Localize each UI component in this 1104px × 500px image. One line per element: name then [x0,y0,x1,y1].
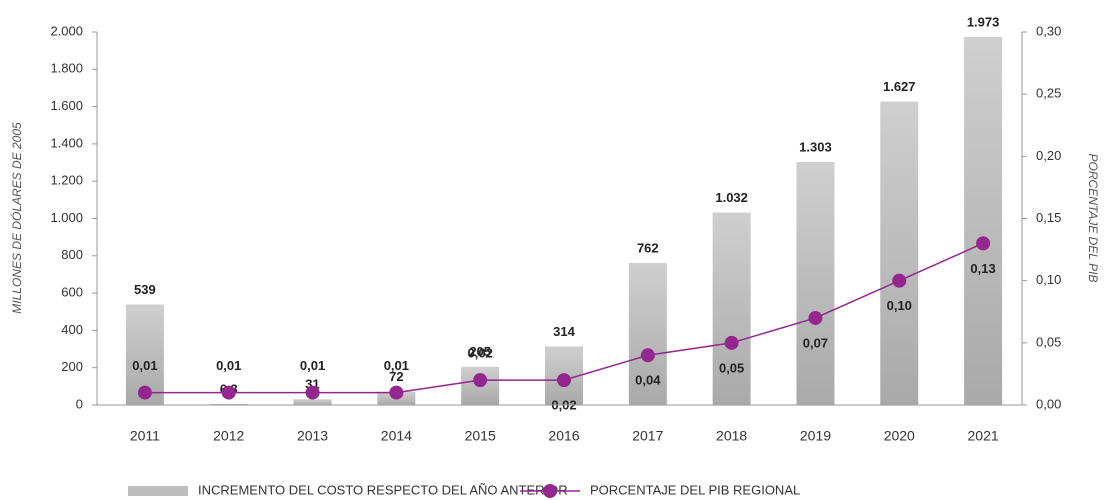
y2-tick-label: 0,30 [1036,23,1061,38]
bar [880,101,919,405]
bar-value-label: 762 [637,240,659,255]
bar [712,212,751,405]
line-value-label: 0,10 [887,298,912,313]
y-tick-label: 1.000 [50,210,83,225]
y2-tick-label: 0,05 [1036,334,1061,349]
x-tick-label: 2017 [632,428,663,444]
y-tick-label: 400 [61,322,83,337]
x-tick-label: 2015 [465,428,496,444]
line-point [389,385,404,400]
line-point [724,335,739,350]
bar-value-label: 1.303 [799,139,832,154]
y-axis-title: MILLONES DE DÓLARES DE 2005 [9,122,24,314]
line-point [976,236,991,251]
bar-value-label: 1.627 [883,79,916,94]
x-tick-label: 2016 [548,428,579,444]
x-tick-label: 2018 [716,428,747,444]
line-value-label: 0,01 [132,358,157,373]
y-tick-label: 0 [76,396,83,411]
line-value-label: 0,01 [216,358,241,373]
legend-swatch [128,486,188,496]
y-tick-label: 1.400 [50,135,83,150]
x-tick-label: 2011 [130,428,160,444]
x-tick-label: 2014 [381,428,412,444]
bar [964,37,1003,406]
y-tick-label: 2.000 [50,23,83,38]
x-tick-label: 2021 [968,428,999,444]
y-tick-label: 800 [61,247,83,262]
x-tick-label: 2012 [213,428,244,444]
y2-tick-label: 0,00 [1036,396,1061,411]
y-tick-label: 1.600 [50,98,83,113]
legend-label: PORCENTAJE DEL PIB REGIONAL [590,482,800,497]
bar-value-label: 314 [553,324,575,339]
y-tick-label: 1.200 [50,173,83,188]
y-tick-label: 200 [61,359,83,374]
line-value-label: 0,04 [635,373,661,388]
line-point [473,373,488,388]
line-point [808,310,823,325]
bar-value-label: 539 [134,282,156,297]
bar-value-label: 1.032 [715,190,748,205]
legend-swatch [543,484,557,498]
line-point [892,273,907,288]
bar-value-label: 1.973 [967,14,1000,29]
line-value-label: 0,05 [719,360,744,375]
bar [293,399,332,405]
line-value-label: 0,07 [803,335,828,350]
bar-value-label: 72 [389,369,403,384]
y2-tick-label: 0,15 [1036,210,1061,225]
line-point [557,373,571,388]
x-tick-label: 2013 [297,428,328,444]
line-value-label: 0,02 [468,346,493,361]
bar [628,262,667,405]
bar [209,403,248,405]
y-tick-label: 600 [61,285,83,300]
line-point [221,385,236,400]
bar-value-label: 205 [469,344,491,359]
y2-tick-label: 0,25 [1036,86,1061,101]
line-point [305,385,320,400]
y2-tick-label: 0,10 [1036,272,1061,287]
x-tick-label: 2020 [884,428,915,444]
line-value-label: 0,01 [300,358,325,373]
legend-label: INCREMENTO DEL COSTO RESPECTO DEL AÑO AN… [198,482,568,497]
line-value-label: 0,13 [970,261,995,276]
y-tick-label: 1.800 [50,61,83,76]
y2-axis-title: PORCENTAJE DEL PIB [1086,154,1100,283]
line-value-label: 0,01 [384,358,409,373]
x-tick-label: 2019 [800,428,831,444]
line-point [137,385,152,400]
y2-tick-label: 0,20 [1036,148,1061,163]
bar [796,161,835,405]
line-point [640,348,655,363]
